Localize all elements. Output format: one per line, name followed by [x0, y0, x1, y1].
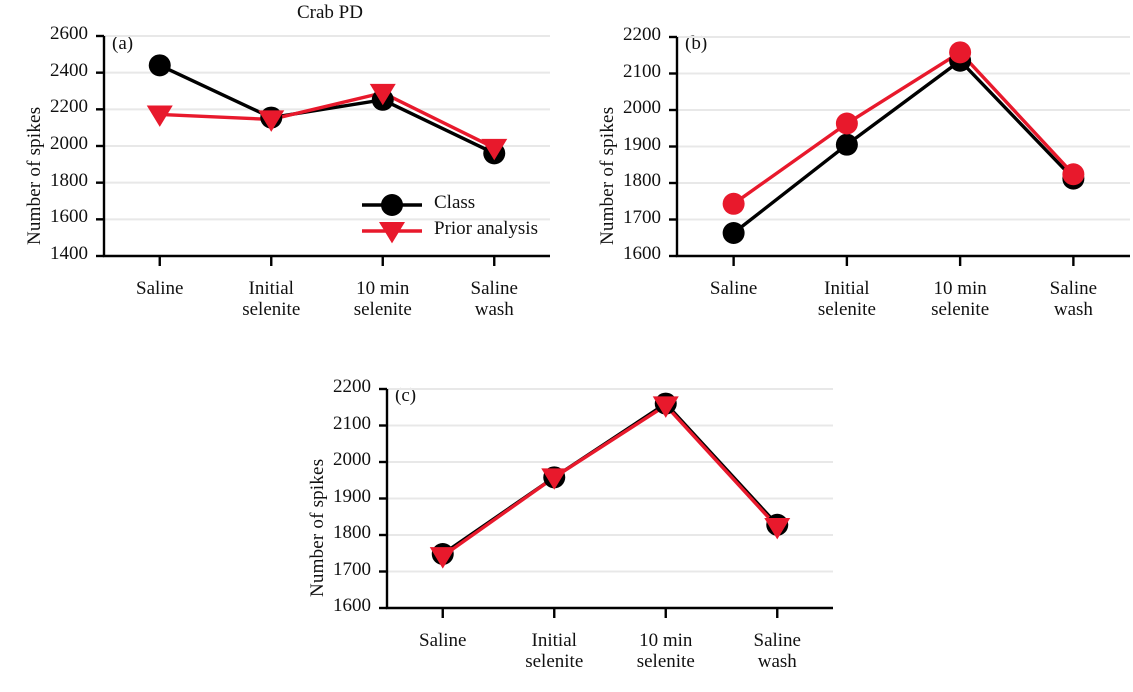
y-tick-label: 2000	[623, 97, 661, 118]
y-tick-label: 1700	[623, 206, 661, 228]
data-point-circle	[722, 192, 745, 215]
x-tick-label: Saline wash	[707, 630, 847, 673]
panel-a-letter: (a)	[112, 33, 134, 54]
data-point-triangle	[481, 138, 508, 161]
x-tick-label: Initial selenite	[201, 278, 341, 321]
y-tick-label: 2200	[333, 376, 371, 397]
y-tick-label: 1600	[333, 595, 371, 616]
panel-c-letter: (c)	[395, 385, 417, 406]
data-point-triangle	[652, 396, 679, 418]
x-tick-label: 10 min selenite	[596, 630, 736, 673]
panel-a-plot	[96, 34, 550, 266]
series-line-triangle-down	[159, 91, 496, 150]
x-tick-label: Initial selenite	[484, 630, 624, 673]
x-tick-label-line2: selenite	[525, 651, 584, 673]
data-point-triangle	[764, 517, 791, 540]
chart-panel-b: Number of spikes (b) 1600 1700 1800 1900 200…	[573, 0, 1133, 340]
legend-label: Class	[434, 192, 476, 213]
y-tick-label: 2400	[50, 59, 88, 81]
x-tick-label: Saline wash	[424, 278, 564, 321]
x-tick-label: Saline	[136, 278, 184, 299]
y-tick-label: 1400	[50, 243, 88, 264]
chart-panel-c: Number of spikes (c) 1600 1700 1800 1900 200…	[283, 352, 843, 692]
series-line-triangle-down	[441, 403, 779, 558]
y-tick-label: 2200	[623, 24, 661, 45]
y-tick-label: 2000	[50, 133, 88, 154]
data-point-circle	[949, 41, 972, 64]
panel-b-letter: (b)	[685, 33, 708, 54]
y-tick-label: 1800	[623, 170, 661, 191]
x-tick-label: Saline	[419, 630, 467, 651]
y-tick-label: 1800	[50, 169, 88, 191]
x-tick-label-line2: wash	[757, 651, 797, 673]
series-line-circle	[732, 58, 1075, 235]
y-tick-label: 1600	[50, 206, 88, 228]
legend-marker-triangle	[379, 222, 405, 244]
data-point-circle	[835, 112, 858, 135]
legend-marker-circle	[381, 194, 403, 216]
x-tick-label-line2: selenite	[242, 299, 301, 321]
y-tick-label: 1900	[333, 485, 371, 507]
chart-title: Crab PD	[297, 2, 363, 23]
y-tick-label: 1800	[333, 522, 371, 543]
x-tick-label: Saline wash	[1003, 278, 1133, 321]
data-point-triangle	[429, 547, 456, 569]
y-tick-label: 2000	[333, 449, 371, 470]
data-point-circle	[1062, 163, 1085, 186]
panel-c-plot	[379, 387, 833, 618]
panel-b-plot	[669, 35, 1130, 266]
x-tick-label-line2: selenite	[636, 651, 695, 673]
y-tick-label: 1700	[333, 558, 371, 580]
y-tick-label: 2600	[50, 23, 88, 44]
x-tick-label: 10 min selenite	[890, 278, 1030, 321]
x-tick-label-line2: selenite	[931, 299, 990, 321]
y-tick-label: 2100	[623, 60, 661, 82]
x-tick-label-line2: selenite	[353, 299, 412, 321]
x-tick-label-line2: wash	[1053, 299, 1093, 321]
legend-label: Prior analysis	[434, 218, 538, 239]
data-point-triangle	[146, 105, 173, 127]
y-tick-label: 1600	[623, 243, 661, 264]
chart-panel-a: Crab PD Number of spikes (a) 1400 1600 180…	[0, 0, 560, 340]
x-tick-label: Initial selenite	[777, 278, 917, 321]
x-tick-label-line2: selenite	[817, 299, 876, 321]
x-tick-label-line2: wash	[474, 299, 514, 321]
data-point-circle	[148, 54, 171, 77]
data-point-triangle	[541, 468, 568, 490]
x-tick-label: 10 min selenite	[313, 278, 453, 321]
x-tick-label: Saline	[709, 278, 758, 299]
y-tick-label: 2200	[50, 96, 88, 118]
data-point-triangle	[369, 83, 396, 106]
data-point-circle	[835, 133, 858, 156]
y-tick-label: 2100	[333, 412, 371, 434]
series-line-circle	[732, 50, 1075, 206]
series-line-circle	[159, 63, 495, 155]
data-point-circle	[722, 222, 745, 245]
data-point-triangle	[258, 110, 285, 132]
y-tick-label: 1900	[623, 133, 661, 155]
